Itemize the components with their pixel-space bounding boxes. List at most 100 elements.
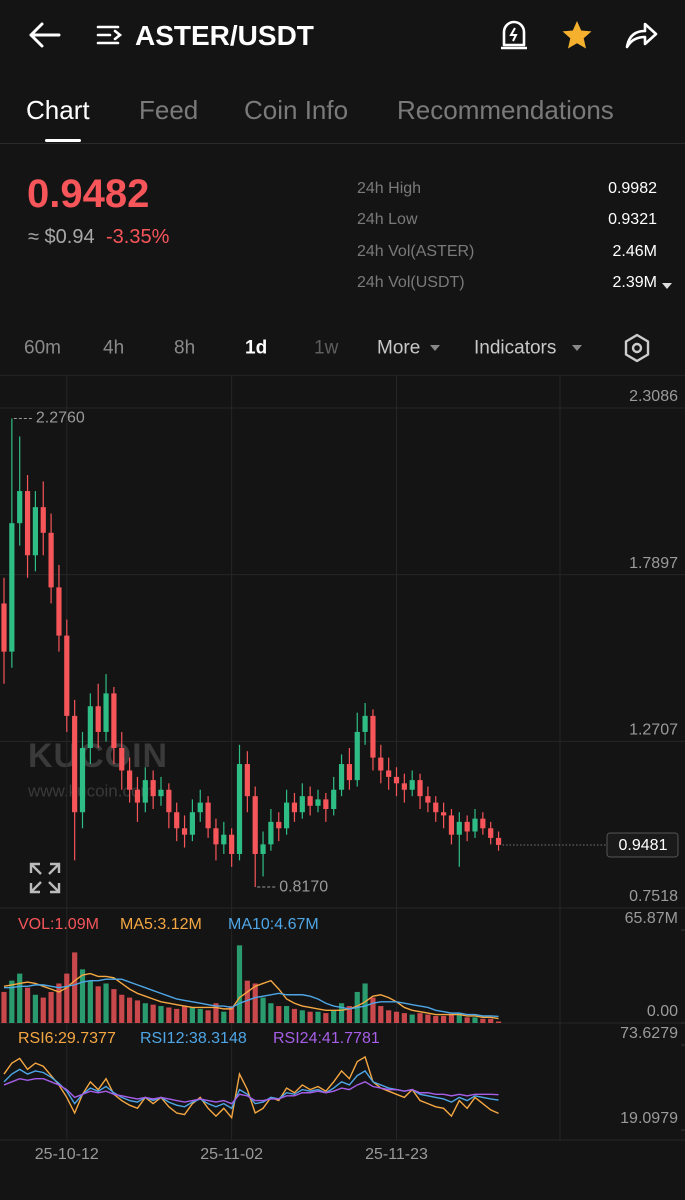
volume-bar xyxy=(134,1000,141,1023)
volume-bar xyxy=(17,973,23,1023)
candle-body xyxy=(495,837,502,845)
volume-bar xyxy=(338,1003,345,1023)
volume-bar xyxy=(495,1021,502,1023)
candle-body xyxy=(64,635,70,716)
volume-bar xyxy=(284,1006,290,1023)
max-price-label: 2.2760 xyxy=(36,410,85,427)
back-button[interactable] xyxy=(28,21,62,49)
timeframe[interactable]: 1w xyxy=(314,337,339,359)
candle-body xyxy=(244,764,250,797)
price-change: -3.35% xyxy=(106,226,170,248)
settings-icon[interactable] xyxy=(622,333,652,363)
volume-bar xyxy=(299,1010,305,1023)
candle-body xyxy=(72,715,78,813)
dropdown-caret[interactable] xyxy=(662,283,672,289)
volume-bar xyxy=(213,1003,219,1023)
y-tick-label: 0.00 xyxy=(647,1003,678,1020)
candle-body xyxy=(276,821,282,829)
menu-icon[interactable] xyxy=(96,24,124,46)
legend-label: RSI12:38.3148 xyxy=(140,1030,247,1047)
candle-body xyxy=(401,783,407,790)
x-tick-label: 25-10-12 xyxy=(35,1146,99,1163)
candle-body xyxy=(79,747,86,813)
volume-bar xyxy=(174,1008,180,1023)
candle-body xyxy=(268,821,274,845)
legend-label: RSI6:29.7377 xyxy=(18,1030,116,1047)
stat-label: 24h Vol(USDT) xyxy=(357,274,465,291)
volume-bar xyxy=(472,1017,478,1023)
timeframe-active[interactable]: 1d xyxy=(245,337,268,359)
tab[interactable]: Coin Info xyxy=(244,95,349,125)
volume-bar xyxy=(401,1013,407,1023)
candle-body xyxy=(221,834,227,845)
volume-bar xyxy=(221,1011,227,1023)
candle-body xyxy=(87,706,93,748)
volume-bar xyxy=(448,1014,455,1023)
candle-body xyxy=(134,789,141,803)
stat-label: 24h Vol(ASTER) xyxy=(357,243,475,260)
volume-bar xyxy=(197,1008,203,1023)
volume-bar xyxy=(331,1010,337,1023)
timeframe[interactable]: 4h xyxy=(103,337,125,359)
y-tick-label: 2.3086 xyxy=(629,388,678,405)
volume-bar xyxy=(24,987,31,1023)
volume-bar xyxy=(291,1008,298,1023)
legend-label: VOL:1.09M xyxy=(18,916,99,933)
volume-bar xyxy=(103,983,109,1023)
volume-bar xyxy=(72,952,78,1023)
volume-bar xyxy=(181,1006,188,1023)
stat-label: 24h High xyxy=(357,180,422,197)
candle-body xyxy=(119,747,125,771)
candle-body xyxy=(142,780,148,803)
last-price-tag xyxy=(606,832,679,858)
divider xyxy=(0,143,685,144)
candle-body xyxy=(229,834,235,854)
fullscreen-button[interactable] xyxy=(29,862,61,894)
timeframe[interactable]: 60m xyxy=(24,337,61,359)
candle-body xyxy=(480,818,486,829)
candle-body xyxy=(338,764,345,790)
fiat-price: ≈ $0.94 xyxy=(28,226,95,248)
stat-value: 2.39M xyxy=(612,274,657,291)
favorite-star[interactable] xyxy=(561,20,593,50)
timeframe[interactable]: 8h xyxy=(174,337,196,359)
alert-icon[interactable] xyxy=(499,19,529,51)
share-icon[interactable] xyxy=(624,21,658,49)
dropdown-caret xyxy=(572,345,582,351)
x-tick-label: 25-11-23 xyxy=(365,1146,428,1163)
volume-bar xyxy=(456,1013,462,1023)
ma-line xyxy=(3,972,499,1020)
x-tick-label: 25-11-02 xyxy=(200,1146,263,1163)
candle-body xyxy=(111,693,117,748)
rsi-line xyxy=(3,1055,499,1120)
candle-body xyxy=(441,812,447,816)
candle-body xyxy=(284,802,290,829)
volume-bar xyxy=(252,983,258,1023)
candle-body xyxy=(95,706,101,732)
indicators-menu[interactable]: Indicators xyxy=(474,337,557,359)
candle-body xyxy=(354,731,360,781)
volume-bar xyxy=(370,997,376,1023)
tab[interactable]: Recommendations xyxy=(397,95,614,125)
y-tick-label: 73.6279 xyxy=(620,1025,678,1042)
tab[interactable]: Chart xyxy=(26,95,90,125)
volume-bar xyxy=(229,1006,235,1023)
candle-body xyxy=(1,603,7,652)
candle-body xyxy=(56,587,62,636)
candle-body xyxy=(331,789,337,810)
volume-bar xyxy=(480,1018,486,1023)
candle-body xyxy=(448,815,455,835)
volume-bar xyxy=(158,1006,164,1023)
volume-bar xyxy=(119,994,125,1023)
candle-body xyxy=(166,789,172,813)
more-menu[interactable]: More xyxy=(377,337,421,359)
candle-body xyxy=(17,491,23,524)
candle-body xyxy=(433,802,439,813)
watermark-url: www.kucoin.com xyxy=(28,781,155,801)
stat-label: 24h Low xyxy=(357,211,418,228)
y-tick-label: 1.7897 xyxy=(629,555,678,572)
tab[interactable]: Feed xyxy=(139,95,199,125)
volume-bar xyxy=(260,997,266,1023)
